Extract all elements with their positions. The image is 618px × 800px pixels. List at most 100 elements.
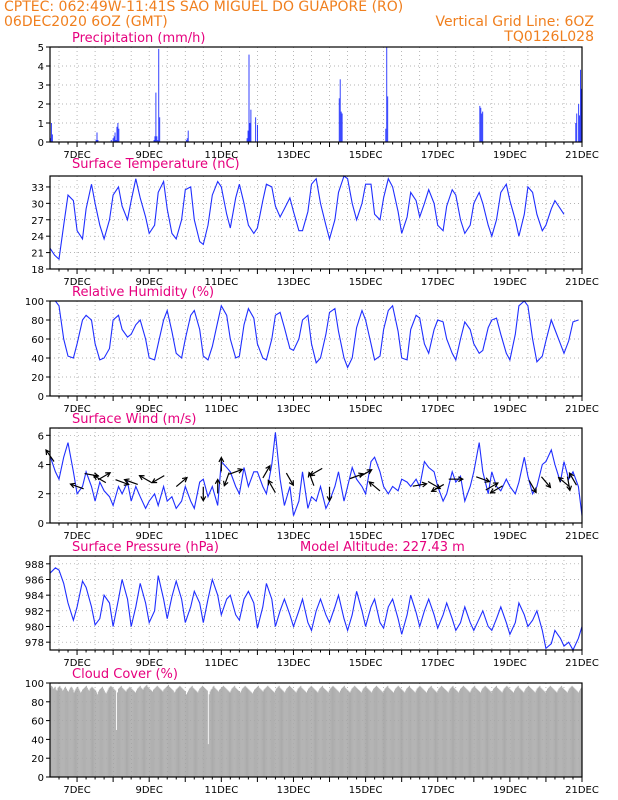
cloud-bar (550, 686, 552, 777)
cloud-bar (458, 692, 460, 777)
cloud-bar (522, 691, 524, 777)
panel-2-xtick-label: 17DEC (421, 277, 455, 288)
cloud-bar (426, 692, 427, 777)
cloud-bar (467, 690, 469, 777)
wind-arrow (490, 485, 503, 494)
wind-arrow (540, 476, 551, 488)
panel-6-xtick-label: 19DEC (493, 785, 527, 796)
cloud-bar (383, 690, 385, 777)
cloud-bar (276, 687, 278, 777)
cloud-bar (520, 689, 522, 777)
cloud-bar (453, 687, 455, 777)
panel-3-xtick-label: 13DEC (277, 404, 311, 415)
panel-5-xtick-label: 21DEC (565, 658, 599, 669)
precip-bar (482, 111, 484, 142)
cloud-bar (304, 690, 306, 777)
cloud-bar (285, 690, 287, 777)
cloud-bar (188, 688, 190, 777)
cloud-bar (577, 691, 579, 777)
panel-1-xtick-label: 17DEC (421, 150, 455, 161)
cloud-bar (149, 688, 151, 777)
cloud-bar (209, 691, 211, 777)
panel-1-ytick-label: 2 (38, 100, 44, 111)
cloud-bar (533, 691, 535, 777)
cloud-bar (273, 691, 274, 777)
cloud-bar (182, 688, 184, 777)
cloud-bar (205, 689, 207, 777)
cloud-bar (335, 688, 337, 777)
panel-6-ytick-label: 60 (31, 717, 44, 728)
cloud-bar (531, 689, 533, 777)
panel-4-ytick-label: 4 (38, 461, 44, 472)
cloud-bar (462, 685, 464, 777)
cloud-bar (200, 687, 202, 777)
cloud-bar (411, 689, 413, 777)
cloud-bar (286, 688, 288, 777)
precip-bar (187, 130, 189, 142)
cloud-bar (481, 688, 483, 777)
wind-arrow (412, 483, 427, 487)
panel-1-ytick-label: 3 (38, 81, 44, 92)
cloud-bar (491, 692, 493, 777)
cloud-bar (239, 692, 241, 777)
cloud-bar (82, 689, 84, 777)
cloud-bar (385, 687, 387, 777)
precip-bar (385, 128, 387, 142)
precip-bar (117, 123, 119, 142)
precip-bar (257, 124, 258, 142)
cloud-bar (332, 685, 334, 777)
wind-arrow-head (531, 487, 537, 494)
wind-arrow (115, 479, 129, 486)
cloud-bar (235, 687, 237, 777)
cloud-bar (158, 687, 160, 777)
cloud-bar (187, 690, 189, 777)
cloud-bar (265, 687, 267, 777)
cloud-bar (448, 690, 450, 777)
cloud-bar (246, 687, 248, 777)
cloud-bar (121, 687, 123, 777)
cloud-bar (400, 688, 402, 777)
cloud-bar (225, 688, 227, 777)
wind-arrow-head (545, 482, 552, 489)
cloud-bar (185, 691, 187, 777)
cloud-bar (556, 692, 558, 777)
cloud-bar (451, 686, 453, 777)
cloud-bar (264, 688, 266, 777)
wind-arrow-head (492, 482, 499, 488)
cloud-bar (198, 690, 200, 777)
cloud-bar (244, 685, 246, 777)
cloud-bar (267, 685, 269, 777)
cloud-bar (186, 694, 187, 777)
cloud-bar (60, 687, 62, 777)
cloud-bar (135, 690, 137, 777)
precip-bar (110, 140, 112, 142)
cloud-bar (53, 687, 55, 777)
cloud-bar (62, 690, 64, 777)
wind-arrow-head (267, 479, 273, 486)
cloud-bar (218, 691, 220, 777)
cloud-bar (102, 688, 104, 777)
cloud-bar (280, 688, 282, 777)
precip-bar (338, 98, 340, 142)
cloud-bar (430, 685, 432, 777)
precip-bar (480, 107, 482, 142)
cloud-bar (375, 686, 376, 777)
cloud-bar (461, 686, 463, 777)
panel-2-xtick-label: 21DEC (565, 277, 599, 288)
panel-2-ytick-label: 33 (31, 183, 44, 194)
panel-5-xtick-label: 19DEC (493, 658, 527, 669)
panel-4-title: Surface Wind (m/s) (72, 412, 196, 427)
panel-5-ytick-label: 978 (25, 638, 44, 649)
cloud-bar (521, 690, 523, 777)
panel-5-xtick-label: 13DEC (277, 658, 311, 669)
cloud-bar (233, 686, 235, 777)
cloud-bar (450, 687, 452, 777)
cloud-bar (530, 688, 532, 777)
cloud-bar (137, 687, 139, 777)
panel-6-xtick-label: 15DEC (349, 785, 383, 796)
cloud-bar (269, 687, 271, 777)
panel-5-series-line (49, 567, 583, 652)
cloud-bar (151, 690, 153, 777)
cloud-bar (308, 687, 310, 777)
cloud-bar (515, 687, 517, 777)
